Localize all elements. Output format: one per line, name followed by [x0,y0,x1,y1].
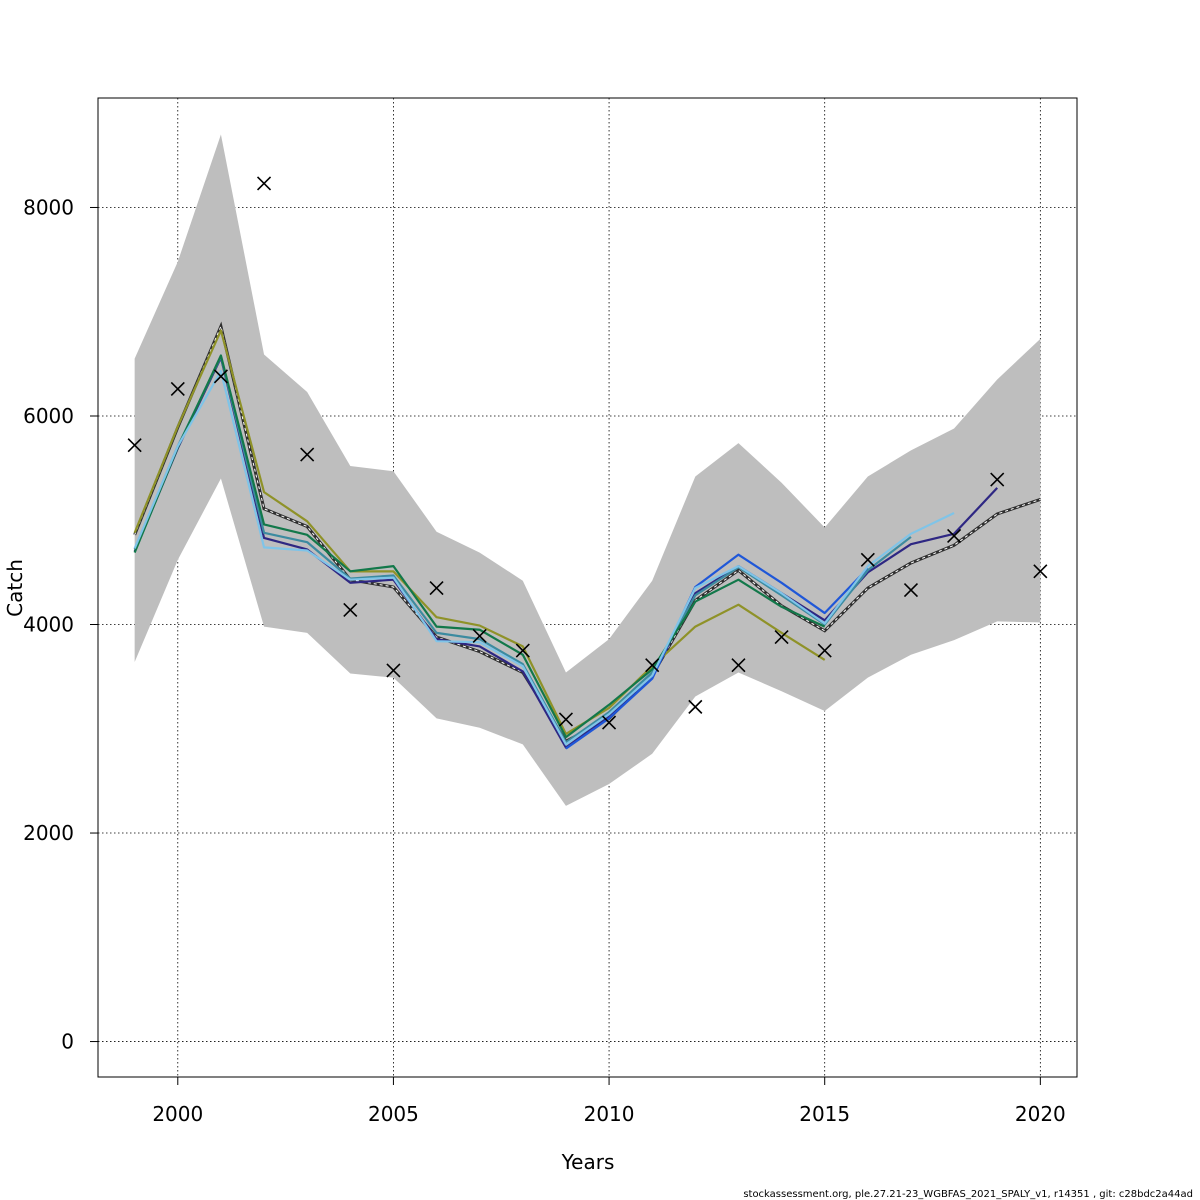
x-axis-title: Years [561,1150,615,1174]
confidence-band-layer [134,134,1041,806]
x-tick-label-3: 2015 [799,1102,850,1126]
observation-marker-12 [645,658,660,673]
footer-note: stockassessment.org, ple.27.21-23_WGBFAS… [743,1189,1193,1200]
confidence-band [134,134,1041,806]
observation-marker-9 [515,643,530,658]
x-tick-label-1: 2005 [368,1102,419,1126]
observation-marker-6 [386,663,401,678]
series-line-6 [133,370,955,746]
x-tick-label-2: 2010 [584,1102,635,1126]
series-line-3 [565,553,869,750]
series-layer [133,321,1041,750]
observation-marker-0 [127,438,142,453]
observation-marker-21 [1033,564,1048,579]
observation-marker-18 [903,583,919,598]
axes: 2000 2005 2010 2015 2020 0 2000 4000 6000 8000 [23,195,1066,1126]
observation-marker-20 [990,472,1005,487]
y-axis-title: Catch [3,559,27,617]
plot-frame [97,97,1078,1078]
observation-marker-19 [947,528,962,543]
y-tick-label-2: 4000 [23,613,74,637]
x-tick-label-0: 2000 [152,1102,203,1126]
observation-marker-7 [429,580,444,596]
observation-marker-1 [170,381,185,396]
series-line-5 [133,354,826,739]
observation-marker-3 [256,176,272,191]
observation-marker-10 [558,712,574,727]
observation-marker-17 [860,552,875,567]
observation-marker-11 [601,715,617,730]
series-line-4 [133,355,912,744]
observations-layer [127,176,1048,730]
observation-marker-5 [343,602,358,617]
y-tick-label-3: 6000 [23,404,74,428]
series-line-1 [133,329,826,736]
observation-marker-4 [300,447,315,462]
observation-marker-2 [213,369,228,384]
observation-marker-13 [688,699,703,714]
observation-marker-8 [472,628,487,644]
x-tick-label-4: 2020 [1015,1102,1066,1126]
observation-marker-14 [731,658,746,673]
y-tick-label-0: 0 [61,1030,74,1054]
observation-marker-15 [774,629,789,645]
y-tick-label-4: 8000 [23,195,74,219]
observation-marker-16 [817,643,832,658]
y-tick-label-1: 2000 [23,821,74,845]
